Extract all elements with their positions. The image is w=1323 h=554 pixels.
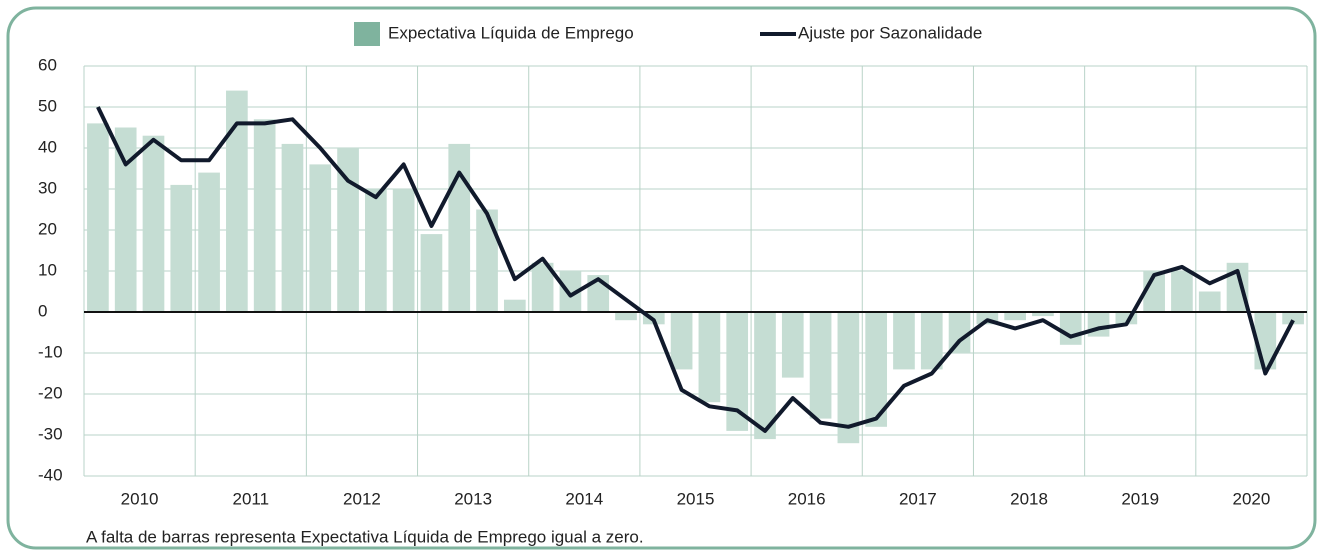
bar — [809, 312, 832, 419]
frame — [6, 6, 1317, 550]
bar — [893, 312, 915, 370]
bar — [1171, 271, 1193, 312]
bar — [698, 312, 721, 403]
x-tick-label: 2013 — [454, 489, 492, 508]
x-tick-label: 2018 — [1010, 489, 1048, 508]
bar — [920, 312, 943, 370]
bar — [837, 312, 860, 444]
y-tick-label: 50 — [38, 96, 57, 115]
y-tick-label: 20 — [38, 219, 57, 238]
bar — [253, 119, 276, 312]
x-tick-label: 2012 — [343, 489, 381, 508]
bar — [365, 189, 387, 312]
legend-label: Expectativa Líquida de Emprego — [388, 23, 634, 42]
x-tick-label: 2014 — [565, 489, 603, 508]
bar — [531, 262, 554, 312]
bar — [559, 271, 582, 312]
bar — [1087, 312, 1110, 337]
y-tick-label: 10 — [38, 260, 57, 279]
x-tick-label: 2011 — [232, 489, 269, 508]
legend-swatch — [354, 22, 380, 46]
bar — [337, 148, 359, 312]
bar — [226, 90, 248, 312]
footnote: A falta de barras representa Expectativa… — [86, 527, 644, 546]
bar — [948, 312, 971, 353]
bar — [503, 299, 526, 312]
bar — [754, 312, 776, 440]
bar — [781, 312, 804, 378]
y-tick-label: 60 — [38, 55, 57, 74]
y-tick-label: -40 — [38, 465, 63, 484]
y-tick-label: -10 — [38, 342, 63, 361]
bar — [198, 172, 220, 312]
y-tick-label: -20 — [38, 383, 63, 402]
x-tick-label: 2020 — [1232, 489, 1270, 508]
bar — [392, 189, 415, 312]
x-tick-label: 2017 — [899, 489, 937, 508]
bar — [1059, 312, 1082, 345]
x-tick-label: 2010 — [121, 489, 159, 508]
bar — [476, 209, 498, 312]
x-tick-label: 2019 — [1121, 489, 1159, 508]
bar — [87, 123, 109, 313]
bar — [726, 312, 749, 431]
y-tick-label: 0 — [38, 301, 47, 320]
y-tick-label: 30 — [38, 178, 57, 197]
bar — [615, 312, 637, 321]
bar — [420, 234, 443, 312]
bar — [448, 143, 471, 312]
y-tick-label: 40 — [38, 137, 57, 156]
line — [96, 106, 1295, 433]
bar — [114, 127, 137, 312]
bar — [1032, 312, 1054, 317]
bar — [281, 143, 304, 312]
x-tick-label: 2016 — [788, 489, 826, 508]
bar — [1004, 312, 1026, 321]
bar — [1198, 291, 1221, 312]
legend-label: Ajuste por Sazonalidade — [798, 23, 982, 42]
bar — [170, 184, 193, 312]
bar — [142, 135, 165, 312]
bar — [309, 164, 332, 312]
bar — [670, 312, 693, 370]
bar — [1282, 312, 1304, 325]
x-tick-label: 2015 — [677, 489, 715, 508]
bar — [865, 312, 888, 427]
y-tick-label: -30 — [38, 424, 63, 443]
